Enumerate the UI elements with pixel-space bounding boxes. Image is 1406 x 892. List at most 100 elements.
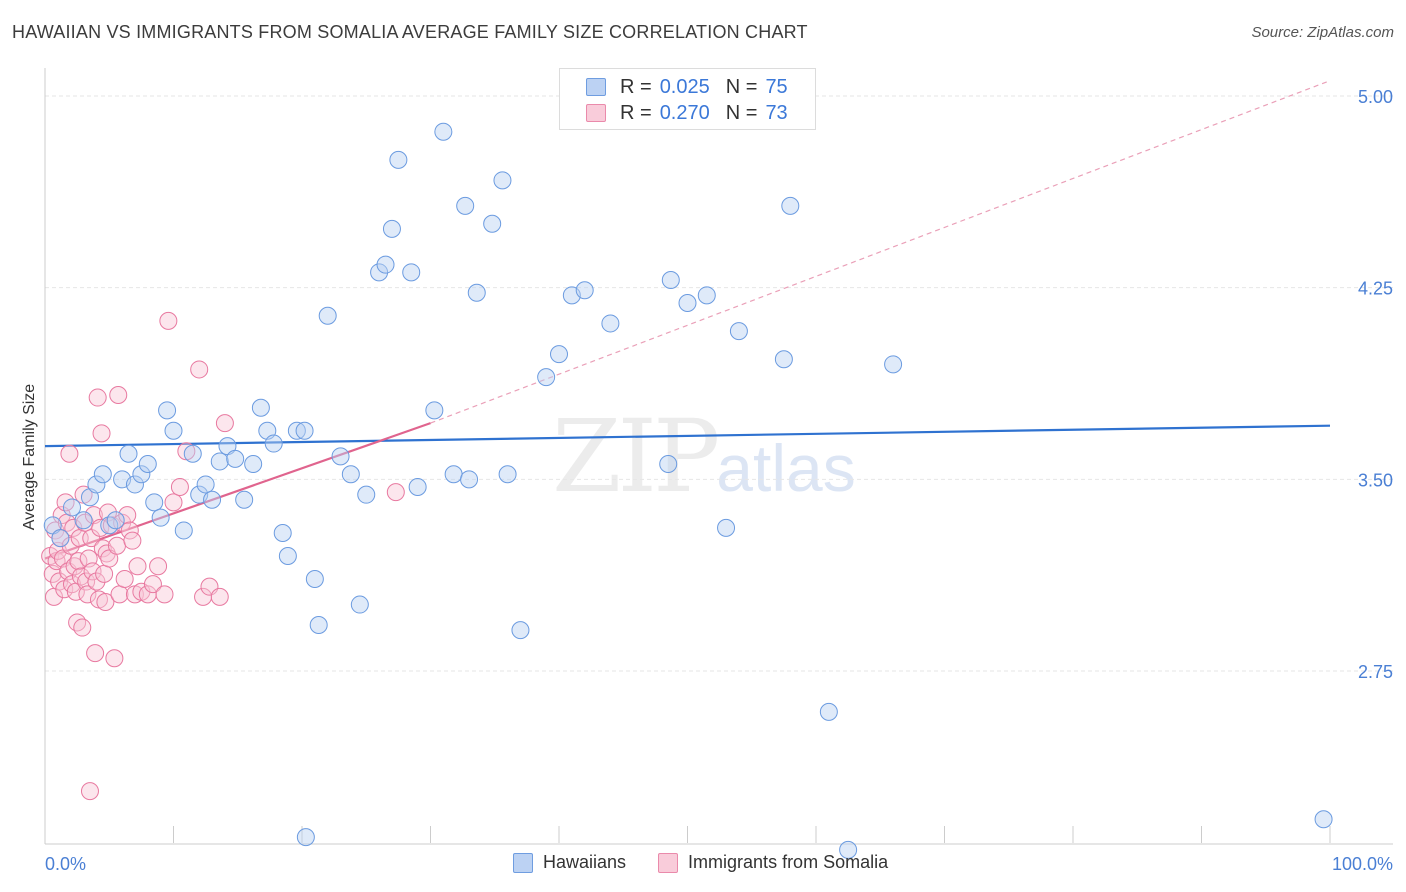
data-point-somalia [73, 618, 92, 637]
data-point-hawaiians [106, 511, 125, 530]
data-point-hawaiians [839, 840, 858, 859]
bottom-legend-swatch-somalia [658, 852, 679, 873]
data-point-somalia [80, 782, 99, 801]
data-point-hawaiians [678, 294, 697, 312]
data-point-hawaiians [659, 455, 678, 473]
data-point-somalia [115, 570, 134, 588]
data-point-hawaiians [382, 219, 401, 238]
data-point-hawaiians [305, 570, 324, 588]
data-point-hawaiians [151, 508, 170, 527]
data-point-hawaiians [62, 498, 81, 517]
data-point-hawaiians [493, 171, 512, 190]
bottom-legend-somalia[interactable]: Immigrants from Somalia [658, 852, 888, 873]
data-point-somalia [82, 529, 101, 548]
data-point-somalia [88, 388, 107, 407]
data-point-hawaiians [781, 196, 800, 215]
data-point-somalia [386, 483, 405, 502]
data-point-somalia [68, 613, 87, 632]
data-point-somalia [164, 493, 183, 512]
data-point-somalia [109, 386, 128, 404]
data-point-hawaiians [357, 485, 376, 504]
legend-box: R = 0.025 N = 75 R = 0.270 N = 73 [559, 68, 816, 130]
data-point-hawaiians [251, 398, 270, 417]
data-point-hawaiians [278, 547, 297, 565]
data-point-hawaiians [661, 271, 680, 289]
legend-n-value: 73 [765, 101, 788, 124]
data-point-somalia [159, 311, 178, 330]
data-point-somalia [96, 593, 115, 611]
y-tick-label: 3.50 [1358, 470, 1393, 490]
data-point-hawaiians [164, 421, 183, 440]
data-point-hawaiians [1314, 810, 1333, 829]
legend-swatch-hawaiians [586, 78, 606, 96]
legend-swatch-somalia [586, 104, 606, 122]
data-point-somalia [83, 562, 102, 581]
axes [44, 68, 1393, 845]
data-point-somalia [105, 649, 124, 668]
data-point-hawaiians [145, 493, 164, 512]
data-point-hawaiians [498, 465, 517, 484]
data-point-somalia [69, 552, 88, 571]
y-tick-label: 5.00 [1358, 87, 1393, 107]
data-point-somalia [143, 575, 162, 594]
data-point-hawaiians [138, 455, 157, 473]
legend-n-label: N = [725, 101, 758, 124]
data-point-hawaiians [296, 828, 315, 847]
bottom-legend-label-hawaiians: Hawaiians [543, 852, 627, 872]
trend-line-somalia-extension [430, 80, 1331, 424]
data-point-hawaiians [119, 444, 138, 463]
data-point-somalia [210, 587, 229, 606]
series-somalia-points [41, 311, 405, 801]
data-point-hawaiians [575, 281, 594, 300]
data-point-hawaiians [370, 263, 389, 282]
data-point-somalia [190, 360, 209, 379]
trend-line-somalia [44, 422, 431, 560]
bottom-legend-hawaiians[interactable]: Hawaiians [513, 852, 626, 873]
data-point-somalia [86, 644, 105, 663]
data-point-hawaiians [511, 621, 530, 640]
bottom-legend-label-somalia: Immigrants from Somalia [688, 852, 889, 872]
data-point-hawaiians [74, 511, 93, 530]
legend-row-somalia: R = 0.270 N = 73 [586, 100, 788, 126]
data-point-hawaiians [389, 150, 408, 169]
x-tick-label: 0.0% [45, 854, 86, 874]
data-point-hawaiians [350, 595, 369, 614]
data-point-hawaiians [183, 444, 202, 463]
data-point-somalia [78, 585, 97, 604]
data-point-somalia [87, 572, 106, 591]
data-point-hawaiians [87, 475, 106, 494]
data-point-hawaiians [774, 350, 793, 369]
y-tick-label: 4.25 [1358, 279, 1393, 299]
data-point-hawaiians [341, 465, 360, 484]
data-point-hawaiians [235, 490, 254, 509]
data-point-hawaiians [467, 283, 486, 302]
legend-r-value: 0.025 [659, 75, 710, 98]
data-point-hawaiians [434, 122, 453, 141]
data-point-hawaiians [318, 306, 337, 325]
data-point-hawaiians [51, 529, 70, 548]
data-point-somalia [155, 585, 174, 604]
data-point-hawaiians [226, 449, 245, 468]
data-point-hawaiians [158, 401, 177, 420]
legend-row-hawaiians: R = 0.025 N = 75 [586, 74, 788, 100]
gridlines [45, 95, 1393, 672]
data-point-hawaiians [125, 475, 144, 494]
x-tick-label: 100.0% [1332, 854, 1393, 874]
data-point-hawaiians [203, 490, 222, 509]
watermark-zip: ZIP [552, 398, 720, 515]
data-point-hawaiians [244, 455, 263, 473]
data-point-hawaiians [309, 616, 328, 634]
bottom-legend-swatch-hawaiians [513, 852, 533, 873]
data-point-somalia [97, 544, 116, 563]
source-label: Source: ZipAtlas.com [1251, 24, 1394, 41]
data-point-hawaiians [717, 518, 736, 537]
data-point-hawaiians [287, 421, 306, 440]
data-point-hawaiians [537, 368, 556, 387]
data-point-hawaiians [550, 345, 568, 364]
data-point-hawaiians [264, 434, 283, 453]
data-point-somalia [149, 557, 168, 576]
data-point-hawaiians [196, 475, 215, 494]
data-point-hawaiians [402, 263, 421, 282]
data-point-hawaiians [444, 465, 463, 484]
